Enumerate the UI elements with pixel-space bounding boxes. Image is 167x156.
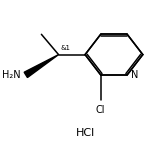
Text: HCl: HCl <box>75 128 95 138</box>
Text: N: N <box>131 70 138 80</box>
Text: &1: &1 <box>61 46 71 51</box>
Polygon shape <box>24 55 59 78</box>
Text: H₂N: H₂N <box>3 70 21 80</box>
Text: Cl: Cl <box>96 105 105 115</box>
